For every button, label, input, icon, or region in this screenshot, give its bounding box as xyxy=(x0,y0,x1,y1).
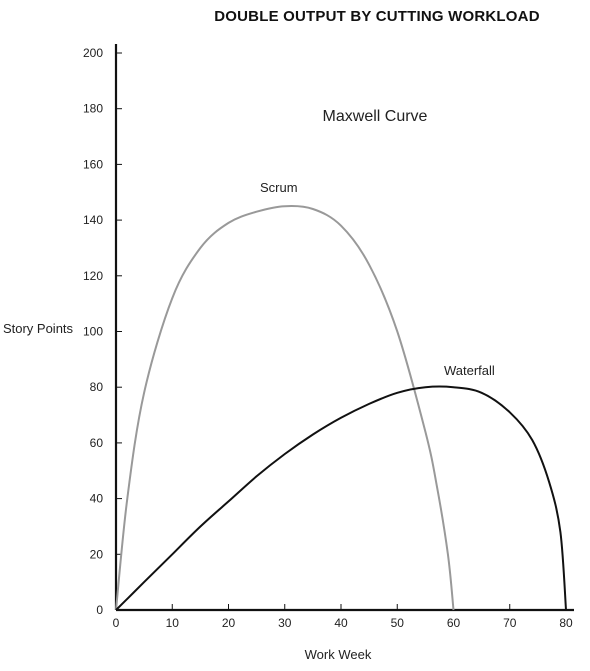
y-tick-label: 160 xyxy=(83,157,103,171)
series-line-scrum xyxy=(115,204,455,611)
x-tick-label: 0 xyxy=(113,616,120,630)
series-line-waterfall xyxy=(115,385,567,611)
series-layer: Scrum Waterfall xyxy=(115,180,567,611)
x-tick-label: 40 xyxy=(334,616,348,630)
y-tick-label: 120 xyxy=(83,269,103,283)
x-tick-label: 30 xyxy=(278,616,292,630)
y-axis-label: Story Points xyxy=(3,321,74,336)
y-tick-label: 20 xyxy=(90,547,104,561)
x-tick-label: 70 xyxy=(503,616,517,630)
x-tick-label: 60 xyxy=(447,616,461,630)
y-tick-label: 60 xyxy=(90,436,104,450)
axes: 0 20 40 60 80 100 120 140 160 180 200 0 10 20 30 40 50 60… xyxy=(83,44,574,630)
y-tick-label: 200 xyxy=(83,46,103,60)
y-tick-label: 180 xyxy=(83,102,103,116)
chart-subtitle: Maxwell Curve xyxy=(323,108,428,125)
chart-title: DOUBLE OUTPUT BY CUTTING WORKLOAD xyxy=(214,8,539,25)
y-tick-label: 140 xyxy=(83,213,103,227)
x-tick-label: 50 xyxy=(391,616,405,630)
x-tick-label: 20 xyxy=(222,616,236,630)
y-tick-label: 40 xyxy=(90,492,104,506)
y-tick-label: 100 xyxy=(83,325,103,339)
y-tick-label: 80 xyxy=(90,380,104,394)
x-tick-label: 10 xyxy=(166,616,180,630)
x-axis-label: Work Week xyxy=(305,647,372,662)
series-label-scrum: Scrum xyxy=(260,180,298,195)
x-tick-label: 80 xyxy=(559,616,573,630)
y-tick-label: 0 xyxy=(96,603,103,617)
series-label-waterfall: Waterfall xyxy=(444,363,495,378)
